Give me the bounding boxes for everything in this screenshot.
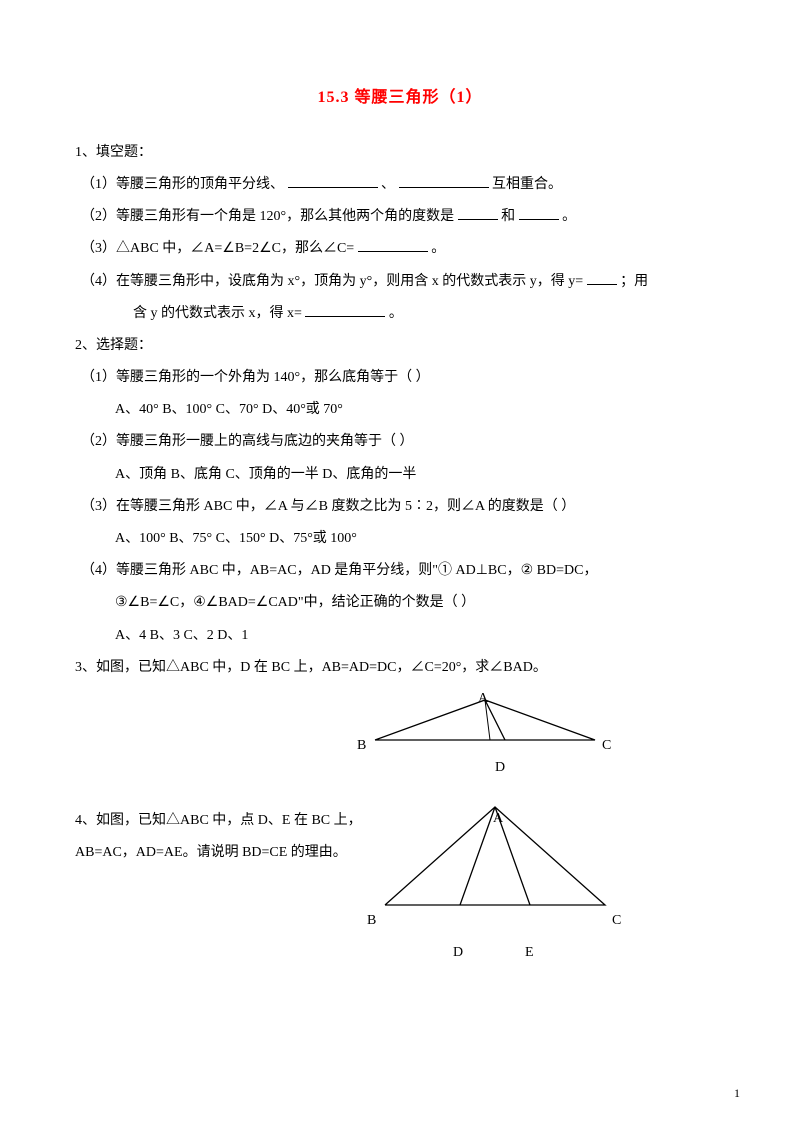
- q1-1-a: （1）等腰三角形的顶角平分线、: [81, 177, 284, 192]
- blank: [399, 174, 489, 188]
- q4-block: 4、如图，已知△ABC 中，点 D、E 在 BC 上， AB=AC，AD=AE。…: [75, 805, 725, 985]
- blank: [587, 271, 617, 285]
- q1-1: （1）等腰三角形的顶角平分线、 、 互相重合。: [75, 169, 725, 201]
- q1-4-b: ；用: [620, 274, 648, 289]
- q3-label-B: B: [357, 730, 366, 762]
- q1-2-c: 。: [562, 209, 576, 224]
- q1-head: 1、填空题：: [75, 137, 725, 169]
- q3-label-D: D: [495, 752, 505, 784]
- q4-label-C: C: [612, 905, 621, 937]
- blank: [358, 239, 428, 253]
- q2-1q: （1）等腰三角形的一个外角为 140°，那么底角等于（ ）: [75, 362, 725, 394]
- q1-4-d: 。: [389, 306, 403, 321]
- q1-1-b: 、: [381, 177, 395, 192]
- q4-label-E: E: [525, 937, 534, 969]
- q1-3-b: 。: [431, 241, 445, 256]
- q2-4o: A、4 B、3 C、2 D、1: [75, 620, 725, 652]
- q2-4q: （4）等腰三角形 ABC 中，AB=AC，AD 是角平分线，则"① AD⊥BC，…: [75, 555, 725, 587]
- q2-2o: A、顶角 B、底角 C、顶角的一半 D、底角的一半: [75, 459, 725, 491]
- q3-figure: A B C D: [75, 690, 725, 790]
- q1-4-c: 含 y 的代数式表示 x，得 x=: [133, 306, 302, 321]
- q1-4-cont: 含 y 的代数式表示 x，得 x= 。: [75, 298, 725, 330]
- blank: [519, 207, 559, 221]
- q1-4-a: （4）在等腰三角形中，设底角为 x°，顶角为 y°，则用含 x 的代数式表示 y…: [81, 274, 583, 289]
- document-title: 15.3 等腰三角形（1）: [75, 80, 725, 117]
- q1-3-a: （3）△ABC 中，∠A=∠B=2∠C，那么∠C=: [81, 241, 354, 256]
- q4-text-block: 4、如图，已知△ABC 中，点 D、E 在 BC 上， AB=AC，AD=AE。…: [75, 805, 362, 869]
- q1-2-a: （2）等腰三角形有一个角是 120°，那么其他两个角的度数是: [81, 209, 454, 224]
- q4-label-B: B: [367, 905, 376, 937]
- q4-label-A: A: [493, 803, 503, 835]
- q3-text: 3、如图，已知△ABC 中，D 在 BC 上，AB=AD=DC，∠C=20°，求…: [75, 652, 725, 684]
- blank: [458, 207, 498, 221]
- page-number: 1: [734, 1086, 740, 1101]
- q4-l2: AB=AC，AD=AE。请说明 BD=CE 的理由。: [75, 837, 362, 869]
- q4-label-D: D: [453, 937, 463, 969]
- q1-3: （3）△ABC 中，∠A=∠B=2∠C，那么∠C= 。: [75, 233, 725, 265]
- blank: [305, 303, 385, 317]
- q1-1-c: 互相重合。: [492, 177, 562, 192]
- blank: [288, 174, 378, 188]
- q2-4q2: ③∠B=∠C，④∠BAD=∠CAD"中，结论正确的个数是（ ）: [75, 587, 725, 619]
- q3-label-A: A: [478, 683, 488, 715]
- q2-3q: （3）在等腰三角形 ABC 中，∠A 与∠B 度数之比为 5∶2，则∠A 的度数…: [75, 491, 725, 523]
- q1-2-b: 和: [501, 209, 515, 224]
- q2-head: 2、选择题：: [75, 330, 725, 362]
- q1-2: （2）等腰三角形有一个角是 120°，那么其他两个角的度数是 和 。: [75, 201, 725, 233]
- q2-2q: （2）等腰三角形一腰上的高线与底边的夹角等于（ ）: [75, 426, 725, 458]
- q2-1o: A、40° B、100° C、70° D、40°或 70°: [75, 394, 725, 426]
- page-content: 15.3 等腰三角形（1） 1、填空题： （1）等腰三角形的顶角平分线、 、 互…: [0, 0, 800, 1025]
- q3-label-C: C: [602, 730, 611, 762]
- q4-l1: 4、如图，已知△ABC 中，点 D、E 在 BC 上，: [75, 805, 362, 837]
- q1-4: （4）在等腰三角形中，设底角为 x°，顶角为 y°，则用含 x 的代数式表示 y…: [75, 266, 725, 298]
- q2-3o: A、100° B、75° C、150° D、75°或 100°: [75, 523, 725, 555]
